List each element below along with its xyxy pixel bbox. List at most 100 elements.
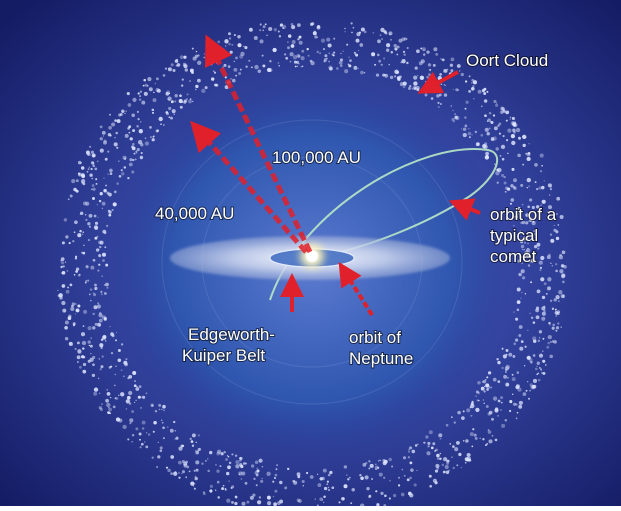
cloud-speck — [287, 46, 290, 50]
cloud-speck — [188, 470, 191, 473]
cloud-speck — [515, 385, 520, 390]
cloud-speck — [540, 277, 545, 282]
cloud-speck — [110, 365, 113, 368]
cloud-speck — [543, 180, 545, 182]
cloud-speck — [542, 350, 544, 353]
cloud-speck — [511, 116, 516, 121]
cloud-speck — [547, 334, 552, 340]
cloud-speck — [558, 300, 560, 302]
cloud-speck — [144, 83, 148, 87]
cloud-speck — [107, 150, 110, 153]
cloud-speck — [224, 39, 229, 44]
cloud-speck — [527, 264, 531, 267]
cloud-speck — [223, 63, 227, 67]
cloud-speck — [300, 56, 305, 61]
comet-label-line2: typical — [490, 226, 538, 245]
cloud-speck — [540, 204, 542, 206]
cloud-speck — [538, 336, 541, 339]
cloud-speck — [250, 464, 255, 468]
cloud-speck — [388, 457, 392, 462]
cloud-speck — [118, 160, 120, 162]
cloud-speck — [193, 469, 197, 473]
cloud-speck — [323, 486, 328, 491]
cloud-speck — [77, 361, 79, 363]
cloud-speck — [550, 238, 555, 243]
cloud-speck — [537, 339, 541, 343]
cloud-speck — [561, 274, 566, 279]
cloud-speck — [327, 43, 332, 48]
cloud-speck — [462, 133, 467, 138]
cloud-speck — [104, 292, 107, 295]
cloud-speck — [165, 91, 170, 96]
cloud-speck — [228, 461, 232, 465]
cloud-speck — [181, 78, 184, 81]
cloud-speck — [141, 427, 145, 430]
cloud-speck — [466, 453, 471, 457]
cloud-speck — [506, 139, 509, 142]
cloud-speck — [557, 322, 560, 325]
comet-label-line1: orbit of a — [490, 205, 557, 224]
cloud-speck — [402, 81, 407, 86]
cloud-speck — [474, 436, 478, 440]
cloud-speck — [446, 462, 449, 465]
cloud-speck — [110, 332, 114, 337]
cloud-speck — [496, 102, 498, 104]
cloud-speck — [97, 302, 100, 305]
cloud-speck — [161, 421, 164, 424]
cloud-speck — [88, 344, 91, 347]
cloud-speck — [382, 461, 387, 466]
cloud-speck — [522, 248, 524, 251]
cloud-speck — [243, 45, 245, 48]
cloud-speck — [539, 367, 541, 369]
cloud-speck — [85, 280, 88, 282]
cloud-speck — [98, 358, 101, 360]
cloud-speck — [134, 158, 137, 161]
cloud-speck — [445, 470, 450, 475]
cloud-speck — [98, 263, 101, 266]
cloud-speck — [66, 270, 69, 272]
cloud-speck — [296, 54, 301, 58]
cloud-speck — [424, 93, 428, 97]
cloud-speck — [113, 190, 117, 194]
cloud-speck — [252, 493, 256, 497]
cloud-speck — [498, 132, 501, 135]
cloud-speck — [104, 246, 107, 249]
cloud-speck — [413, 81, 418, 86]
cloud-speck — [538, 330, 543, 334]
cloud-speck — [102, 252, 106, 257]
cloud-speck — [520, 340, 524, 343]
cloud-speck — [414, 66, 418, 70]
cloud-speck — [529, 198, 533, 202]
cloud-speck — [181, 84, 184, 87]
cloud-speck — [384, 74, 386, 76]
cloud-speck — [323, 495, 326, 499]
cloud-speck — [71, 305, 73, 307]
cloud-speck — [81, 251, 84, 254]
cloud-speck — [377, 39, 381, 44]
cloud-speck — [402, 456, 407, 460]
cloud-speck — [435, 53, 439, 56]
cloud-speck — [74, 313, 77, 315]
cloud-speck — [326, 37, 331, 42]
cloud-speck — [527, 242, 529, 245]
cloud-speck — [482, 399, 485, 401]
cloud-speck — [75, 308, 80, 313]
cloud-speck — [432, 478, 437, 483]
cloud-speck — [103, 177, 105, 179]
cloud-speck — [423, 441, 425, 444]
cloud-speck — [515, 338, 519, 342]
cloud-speck — [350, 22, 353, 25]
cloud-speck — [352, 26, 355, 29]
cloud-speck — [528, 216, 532, 220]
cloud-speck — [542, 337, 545, 340]
cloud-speck — [419, 75, 425, 80]
cloud-speck — [61, 300, 66, 306]
cloud-speck — [526, 177, 531, 183]
cloud-speck — [170, 63, 174, 67]
cloud-speck — [83, 309, 88, 314]
cloud-speck — [444, 84, 447, 87]
cloud-speck — [220, 452, 224, 456]
cloud-speck — [333, 37, 336, 40]
cloud-speck — [533, 230, 536, 233]
cloud-speck — [155, 129, 159, 133]
